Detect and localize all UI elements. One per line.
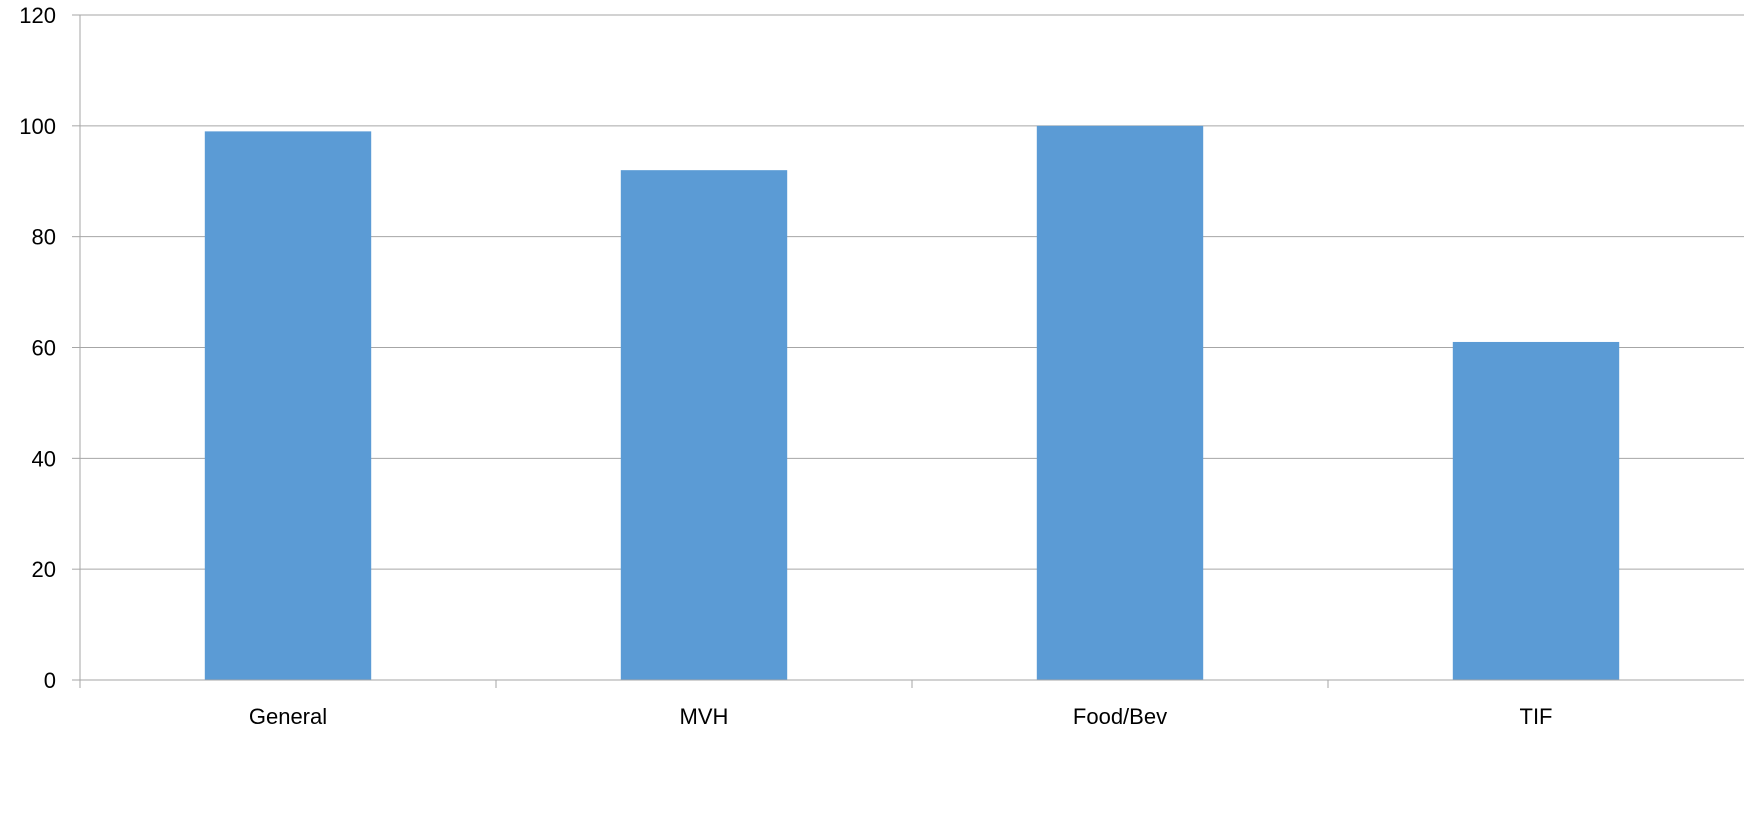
y-tick-label: 0	[44, 668, 56, 693]
x-tick-labels: General MVH Food/Bev TIF	[249, 704, 1553, 729]
axes	[72, 14, 1744, 688]
y-tick-label: 60	[32, 336, 56, 361]
y-tick-label: 20	[32, 557, 56, 582]
bar-tif	[1452, 341, 1620, 680]
bar-food-bev	[1036, 125, 1204, 681]
y-tick-label: 40	[32, 446, 56, 471]
y-tick-label: 120	[19, 3, 56, 28]
x-tick-label: General	[249, 704, 327, 729]
bars	[204, 125, 1620, 681]
bar-general	[204, 131, 372, 680]
bar-mvh	[620, 170, 788, 680]
x-tick-label: MVH	[680, 704, 729, 729]
x-tick-label: Food/Bev	[1073, 704, 1167, 729]
y-tick-label: 80	[32, 225, 56, 250]
y-tick-labels: 0 20 40 60 80 100 120	[19, 3, 56, 693]
y-tick-label: 100	[19, 114, 56, 139]
x-tick-label: TIF	[1520, 704, 1553, 729]
